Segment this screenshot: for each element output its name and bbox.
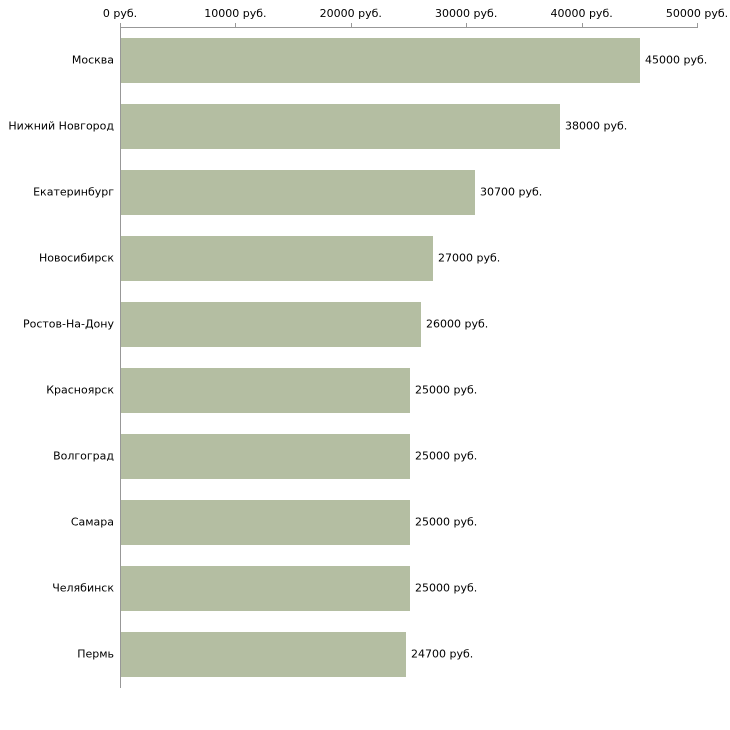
bar [121,368,410,413]
value-label: 26000 руб. [426,317,489,331]
bar [121,566,410,611]
value-label: 25000 руб. [415,515,478,529]
x-axis-tick [235,23,237,27]
x-axis-tick [697,23,698,27]
bar [121,500,410,545]
bar [121,302,421,347]
x-axis-line [120,27,698,28]
y-axis-line [120,27,121,688]
x-axis-tick-label: 30000 руб. [435,7,498,20]
category-label: Волгоград [53,449,114,463]
value-label: 38000 руб. [565,119,628,133]
value-label: 45000 руб. [645,53,708,67]
value-label: 25000 руб. [415,581,478,595]
bar [121,236,433,281]
category-label: Новосибирск [38,251,114,265]
bar [121,434,410,479]
x-axis-tick-label: 0 руб. [102,7,138,20]
x-axis-tick [581,23,583,27]
x-axis-tick [120,23,121,27]
x-axis-tick-label: 50000 руб. [665,7,729,20]
value-label: 27000 руб. [438,251,501,265]
category-label: Красноярск [46,383,114,397]
category-label: Ростов-На-Дону [22,317,114,331]
x-axis-tick-label: 40000 руб. [550,7,613,20]
x-axis-tick-label: 10000 руб. [204,7,267,20]
value-label: 24700 руб. [411,647,474,661]
bar [121,104,560,149]
bar [121,38,640,83]
category-label: Екатеринбург [33,185,114,199]
category-label: Самара [70,515,114,529]
x-axis-tick [350,23,352,27]
value-label: 30700 руб. [480,185,543,199]
category-label: Нижний Новгород [8,119,114,133]
category-label: Москва [71,53,114,67]
category-label: Челябинск [52,581,114,595]
bar [121,632,406,677]
bar [121,170,475,215]
x-axis-tick-label: 20000 руб. [319,7,382,20]
value-label: 25000 руб. [415,449,478,463]
value-label: 25000 руб. [415,383,478,397]
x-axis-tick [466,23,468,27]
category-label: Пермь [77,647,114,661]
